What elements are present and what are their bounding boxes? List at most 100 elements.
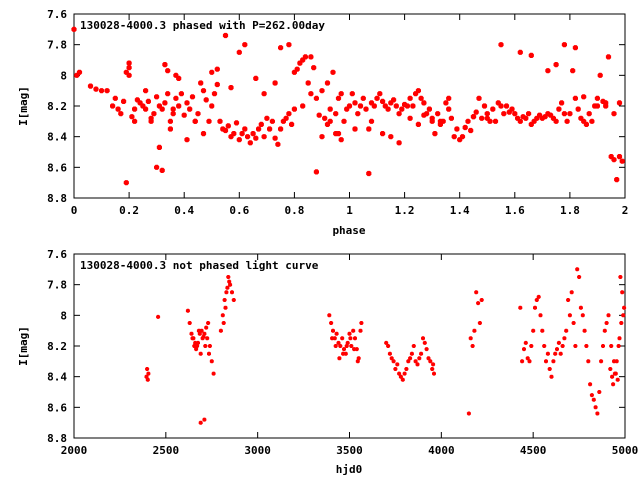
phased-data-point — [415, 121, 421, 127]
phased-plot-points — [71, 26, 625, 186]
unphased-data-point — [472, 328, 477, 333]
unphased-data-point — [615, 377, 620, 382]
unphased-data-point — [597, 390, 602, 394]
unphased-data-point — [220, 313, 225, 318]
unphased-data-point — [533, 305, 537, 310]
unphased-data-point — [606, 313, 611, 318]
phased-data-point — [112, 95, 118, 101]
unphased-data-point — [146, 371, 151, 376]
phased-data-point — [93, 86, 99, 92]
phased-ytick-label: 7.6 — [47, 8, 67, 21]
phased-data-point — [561, 42, 567, 48]
phased-data-point — [123, 180, 129, 186]
phased-data-point — [104, 88, 110, 94]
phased-plot-xlabel: phase — [332, 224, 365, 237]
unphased-data-point — [224, 290, 229, 295]
unphased-data-point — [347, 331, 352, 336]
phased-data-point — [352, 126, 358, 132]
phased-data-point — [209, 69, 215, 75]
unphased-data-point — [355, 359, 360, 364]
unphased-data-point — [612, 371, 617, 376]
phased-data-point — [132, 118, 138, 124]
unphased-data-point — [476, 301, 481, 306]
phased-data-point — [308, 91, 314, 97]
phased-data-point — [126, 65, 132, 71]
phased-data-point — [143, 88, 149, 94]
unphased-data-point — [527, 359, 532, 364]
phased-data-point — [154, 164, 160, 170]
unphased-data-point — [402, 371, 407, 376]
phased-data-point — [611, 111, 617, 117]
phased-data-point — [286, 42, 292, 48]
unphased-data-point — [468, 336, 473, 341]
unphased-data-point — [226, 275, 231, 279]
phased-data-point — [159, 106, 165, 112]
phased-data-point — [570, 68, 576, 74]
phased-data-point — [473, 109, 479, 115]
phased-data-point — [357, 103, 364, 109]
phased-data-point — [597, 72, 603, 78]
unphased-data-point — [391, 359, 396, 364]
unphased-data-point — [584, 344, 589, 348]
phased-data-point — [355, 111, 361, 117]
phased-data-point — [556, 106, 562, 112]
unphased-data-point — [387, 351, 392, 356]
phased-xtick-label: 1 — [346, 204, 353, 217]
phased-data-point — [421, 100, 427, 106]
phased-data-point — [484, 111, 490, 117]
phased-data-point — [446, 95, 452, 101]
unphased-data-point — [352, 347, 357, 352]
phased-data-point — [99, 88, 105, 94]
unphased-data-point — [531, 328, 536, 333]
phased-data-point — [501, 111, 507, 117]
unphased-data-point — [562, 336, 567, 341]
unphased-data-point — [358, 328, 363, 333]
phased-data-point — [258, 121, 264, 127]
phased-data-point — [71, 26, 77, 32]
phased-data-point — [443, 100, 449, 106]
unphased-ytick-label: 8 — [60, 309, 67, 322]
unphased-data-point — [196, 340, 200, 345]
phased-xtick-label: 0 — [71, 204, 78, 217]
unphased-data-point — [573, 344, 578, 348]
phased-data-point — [404, 103, 410, 109]
phased-data-point — [203, 97, 209, 103]
phased-data-point — [300, 103, 306, 109]
phased-data-point — [407, 115, 413, 121]
unphased-data-point — [538, 313, 543, 318]
unphased-data-point — [386, 344, 391, 348]
unphased-data-point — [424, 347, 429, 352]
unphased-data-point — [604, 321, 609, 325]
unphased-data-point — [336, 340, 341, 345]
unphased-data-point — [578, 305, 583, 310]
phased-data-point — [269, 118, 275, 124]
unphased-data-point — [189, 331, 194, 336]
phased-data-point — [209, 103, 215, 109]
phased-data-point — [377, 91, 383, 97]
phased-data-point — [470, 114, 477, 120]
unphased-data-point — [617, 336, 622, 341]
phased-data-point — [330, 69, 336, 75]
unphased-data-point — [556, 340, 561, 345]
phased-data-point — [415, 88, 421, 94]
unphased-data-point — [551, 359, 556, 364]
phased-data-point — [324, 121, 331, 127]
phased-data-point — [393, 103, 399, 109]
phased-data-point — [611, 157, 617, 163]
unphased-data-point — [331, 328, 335, 333]
phased-data-point — [553, 118, 559, 124]
phased-data-point — [167, 118, 173, 124]
phased-data-point — [316, 112, 322, 118]
phased-data-point — [435, 111, 441, 117]
unphased-data-point — [621, 313, 626, 318]
phased-data-point — [121, 98, 127, 104]
unphased-data-point — [564, 328, 569, 333]
phased-data-point — [575, 106, 581, 112]
unphased-data-point — [474, 290, 479, 295]
phased-data-point — [173, 95, 179, 101]
unphased-data-point — [351, 328, 356, 333]
phased-ytick-label: 8.6 — [47, 161, 67, 174]
phased-data-point — [253, 75, 259, 81]
unphased-data-point — [432, 371, 436, 376]
unphased-data-point — [198, 420, 203, 425]
